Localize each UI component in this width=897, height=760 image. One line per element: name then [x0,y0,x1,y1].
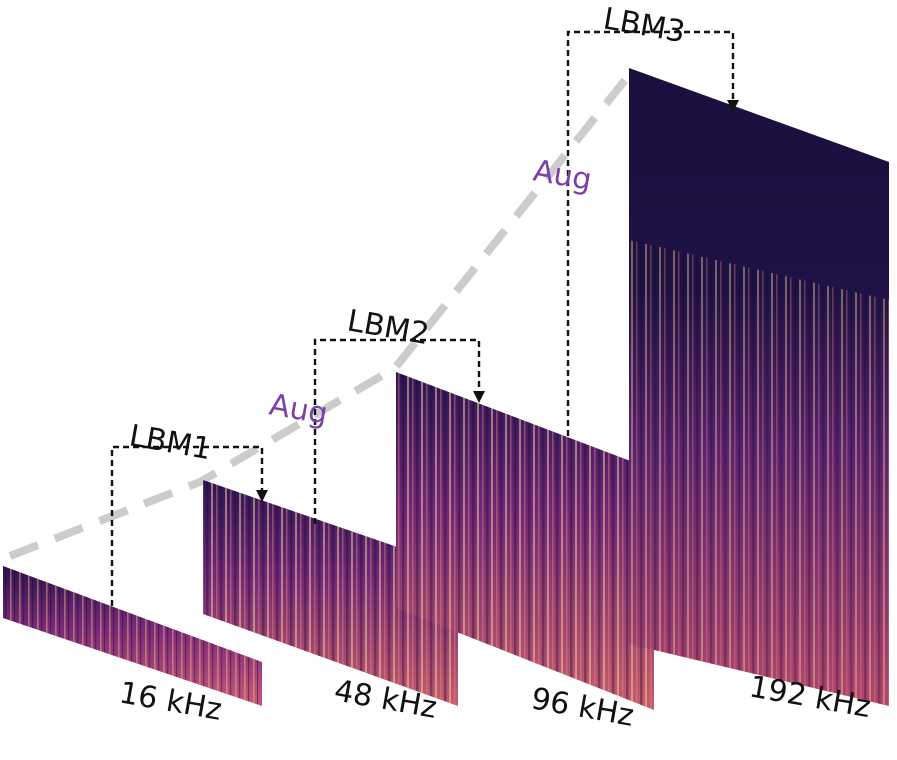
lbm1-bracket [110,445,268,606]
augment-label-2: Aug [531,153,595,198]
lbm2-bracket [313,338,485,455]
spectrogram-48khz [203,480,458,706]
scaling-guide-line [8,77,629,560]
spectrogram-192khz [629,68,889,706]
spectrogram-96khz [396,372,654,710]
lbm3-label: LBM3 [601,1,688,50]
lbm1-label: LBM1 [127,418,214,467]
augment-label-1: Aug [267,387,331,432]
spectrogram-16khz [3,566,262,706]
lbm3-bracket [566,30,739,436]
lbm2-label: LBM2 [345,303,432,352]
